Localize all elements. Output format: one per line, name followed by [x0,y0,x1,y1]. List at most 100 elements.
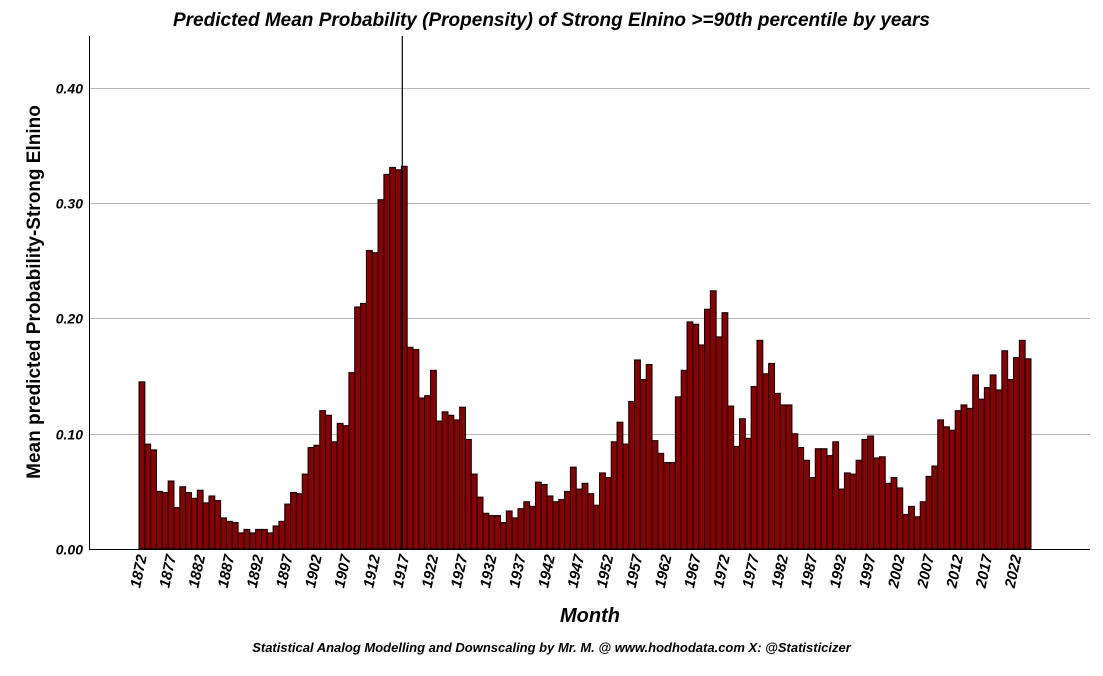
bar [418,397,426,550]
bar [354,306,362,550]
bar [552,501,560,550]
y-tick-label: 0.30 [56,196,83,212]
x-tick-label: 1882 [186,553,210,590]
bar [412,349,420,550]
y-tick-label: 0.40 [56,81,83,97]
bar [301,473,309,550]
x-tick-label: 1942 [535,553,559,590]
bar [517,508,525,550]
bar [785,404,793,550]
bar [225,520,233,550]
bar [651,440,659,550]
bar [255,528,262,550]
bar [295,493,303,550]
bar [972,374,980,550]
x-tick-label: 1932 [477,553,501,590]
bar [1024,358,1032,550]
bar [383,173,391,550]
bar [884,482,892,550]
bar [319,410,327,550]
x-tick-label: 2002 [885,553,909,591]
bar [803,459,810,550]
bar [144,443,152,550]
bar [575,488,583,550]
x-tick-label: 1972 [710,553,734,590]
bar [284,503,292,550]
bar [669,462,676,550]
gridlines [90,88,1090,435]
bar [534,481,542,550]
bar [593,504,601,550]
x-tick-label: 2012 [943,553,967,591]
y-tick-label: 0.00 [56,542,83,558]
bar [779,404,787,550]
bar [849,473,857,550]
bar [663,462,671,550]
bar [768,362,775,550]
bar [978,398,985,550]
bar [995,389,1003,550]
bar [937,419,945,550]
x-tick-label: 1997 [856,553,880,590]
bar [657,452,665,550]
bar [943,426,950,550]
bar [220,517,227,550]
bar [744,437,752,550]
bar [569,466,577,550]
x-tick-labels: 1872 1877 1882 1887 1892 1897 1902 1907 1912 1917… [127,553,1025,591]
bar [698,344,706,550]
bar [704,308,711,550]
bar [960,404,968,550]
bar [919,501,927,550]
bar [505,510,513,550]
bar [733,445,740,550]
bar [523,501,531,550]
bar [441,411,449,550]
bar [878,456,886,550]
x-tick-label: 1887 [215,553,239,590]
bar [908,505,915,550]
x-tick-label: 1947 [565,553,589,590]
bar [1018,339,1026,550]
bar [360,302,367,550]
bar [855,459,863,550]
x-tick-label: 1952 [594,553,618,590]
bar [628,400,636,550]
x-tick-label: 2022 [1002,553,1026,591]
bar [931,465,939,550]
bar [686,321,694,550]
x-tick-label: 1967 [681,553,705,590]
bar [750,385,758,550]
bar [674,396,682,550]
x-tick-label: 1977 [739,553,763,590]
bar [546,495,554,550]
x-tick-label: 1927 [448,553,472,590]
bar [604,477,612,550]
bar [266,532,274,550]
bar [599,472,606,550]
bar [1001,350,1009,550]
bar [325,414,332,550]
bar [208,495,216,550]
bar [348,372,356,550]
bar [954,410,962,550]
bar [843,472,851,550]
bar [307,447,315,550]
bar [459,406,466,550]
bar [161,492,169,550]
bar [190,497,198,550]
bar [820,448,828,550]
bar [185,492,192,550]
bar [645,364,653,550]
bar [237,532,245,550]
bar [756,339,764,550]
bar [890,477,898,550]
bar [488,515,496,550]
bar [540,483,548,550]
bar [983,387,991,550]
x-tick-label: 2007 [914,553,938,591]
bar [564,490,571,550]
bar [721,312,729,550]
x-tick-label: 1877 [156,553,180,590]
